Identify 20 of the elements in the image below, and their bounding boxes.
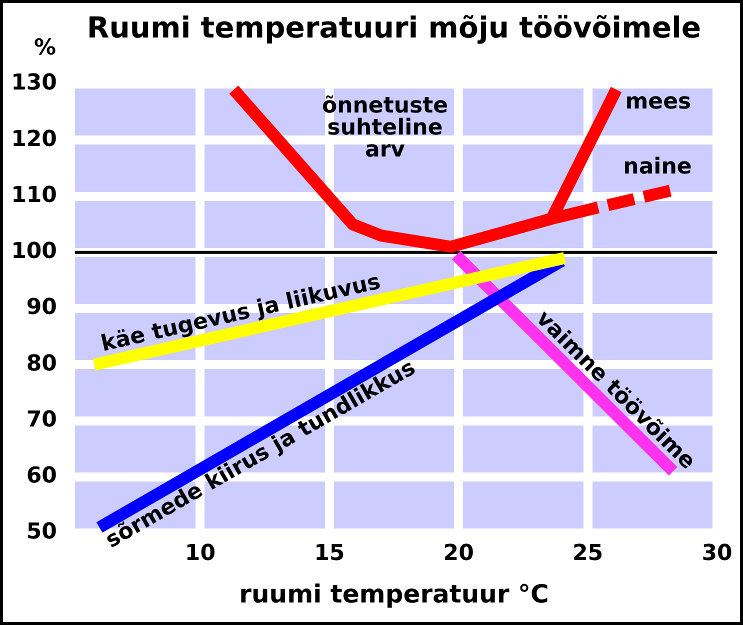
y-tick-label: 130 xyxy=(11,70,57,96)
x-axis-title: ruumi temperatuur °C xyxy=(239,580,549,608)
x-tick-label: 15 xyxy=(314,540,345,566)
y-axis-title: % xyxy=(34,36,56,61)
series-label: naine xyxy=(623,154,692,180)
x-tick-label: 20 xyxy=(443,540,474,566)
x-tick-label: 30 xyxy=(702,540,732,566)
chart-title: Ruumi temperatuuri mõju töövõimele xyxy=(86,10,702,45)
y-tick-label: 80 xyxy=(26,351,57,376)
y-tick-label: 60 xyxy=(26,464,57,489)
y-tick-label: 50 xyxy=(26,520,57,545)
y-tick-label: 100 xyxy=(11,239,57,264)
series-label: õnnetuste suhteline arv xyxy=(322,94,448,163)
y-tick-label: 70 xyxy=(26,407,57,432)
x-tick-label: 25 xyxy=(572,540,604,566)
text: käe tugevus ja liikuvus xyxy=(98,269,383,357)
y-tick-label: 110 xyxy=(11,182,57,208)
y-tick-label: 90 xyxy=(26,295,57,320)
series-label: mees xyxy=(625,89,692,114)
y-tick-label: 120 xyxy=(11,126,57,152)
